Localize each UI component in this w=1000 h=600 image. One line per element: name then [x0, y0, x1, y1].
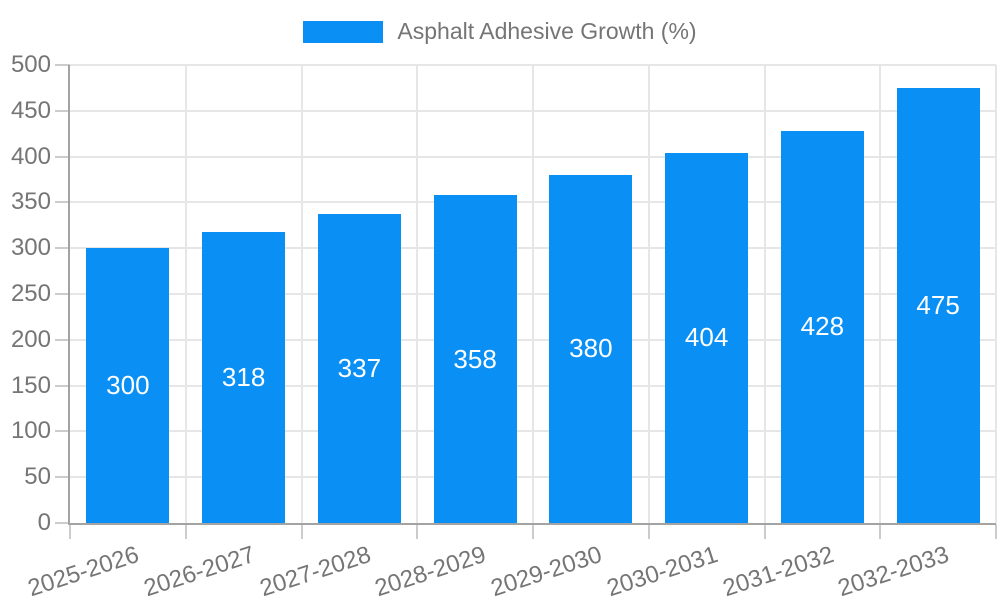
y-tick-mark [55, 155, 70, 158]
bar: 337 [317, 214, 401, 523]
x-tick-mark [69, 524, 71, 539]
bar-value-label: 358 [453, 343, 497, 374]
legend-swatch-icon [303, 20, 384, 43]
bar: 300 [86, 248, 170, 523]
y-tick-label: 500 [10, 51, 51, 78]
chart-legend: Asphalt Adhesive Growth (%) [0, 18, 1000, 45]
bar: 318 [202, 231, 286, 523]
y-tick-label: 0 [37, 509, 51, 536]
y-tick-label: 400 [10, 142, 51, 170]
x-tick-label: 2027-2028 [256, 541, 374, 600]
legend-item[interactable]: Asphalt Adhesive Growth (%) [303, 18, 697, 45]
gridline-x [416, 65, 419, 523]
bar-value-label: 475 [916, 289, 960, 320]
x-tick-mark [184, 524, 187, 539]
y-tick-mark [55, 522, 70, 524]
gridline-x [879, 65, 882, 523]
gridline-x [995, 65, 997, 523]
y-tick-mark [55, 64, 70, 66]
bar-value-label: 380 [569, 333, 613, 364]
bar: 358 [433, 195, 517, 523]
y-tick-label: 200 [10, 325, 51, 353]
y-tick-label: 350 [10, 188, 51, 216]
x-tick-label: 2025-2026 [24, 541, 143, 600]
bar: 404 [665, 152, 749, 523]
x-tick-label: 2031-2032 [719, 541, 837, 600]
x-tick-label: 2028-2029 [371, 541, 490, 600]
y-tick-mark [55, 109, 70, 112]
y-tick-label: 300 [10, 234, 51, 262]
bar: 380 [549, 174, 633, 523]
gridline-x [647, 65, 650, 523]
x-tick-mark [763, 524, 766, 539]
legend-label: Asphalt Adhesive Growth (%) [397, 18, 697, 44]
gridline-x [300, 65, 303, 523]
x-axis-line [68, 523, 996, 525]
y-tick-label: 250 [10, 280, 51, 307]
x-tick-label: 2026-2027 [140, 541, 258, 600]
bar-value-label: 318 [221, 361, 266, 392]
y-axis-line [68, 65, 70, 525]
y-tick-label: 450 [10, 96, 51, 124]
bar-value-label: 404 [684, 322, 729, 353]
bar-value-label: 337 [337, 353, 382, 384]
x-tick-label: 2030-2031 [603, 541, 721, 600]
x-tick-mark [647, 524, 650, 539]
y-tick-mark [55, 338, 70, 341]
y-tick-mark [55, 247, 70, 250]
x-tick-mark [995, 524, 997, 539]
bar-value-label: 428 [800, 311, 845, 342]
y-tick-mark [55, 476, 70, 479]
bar: 428 [780, 130, 864, 523]
gridline-x [763, 65, 766, 523]
y-tick-mark [55, 430, 70, 433]
bar-value-label: 300 [106, 370, 150, 401]
x-tick-mark [416, 524, 419, 539]
gridline-x [184, 65, 187, 523]
y-tick-label: 50 [24, 463, 51, 491]
x-tick-mark [532, 524, 534, 539]
y-tick-mark [55, 384, 70, 387]
x-tick-mark [879, 524, 882, 539]
y-tick-mark [55, 293, 70, 295]
gridline-x [532, 65, 534, 523]
bar: 475 [896, 87, 980, 523]
x-tick-mark [300, 524, 303, 539]
y-tick-mark [55, 201, 70, 204]
y-tick-label: 100 [10, 417, 51, 445]
x-tick-label: 2032-2033 [834, 541, 953, 600]
x-tick-label: 2029-2030 [487, 541, 606, 600]
y-tick-label: 150 [10, 371, 51, 399]
